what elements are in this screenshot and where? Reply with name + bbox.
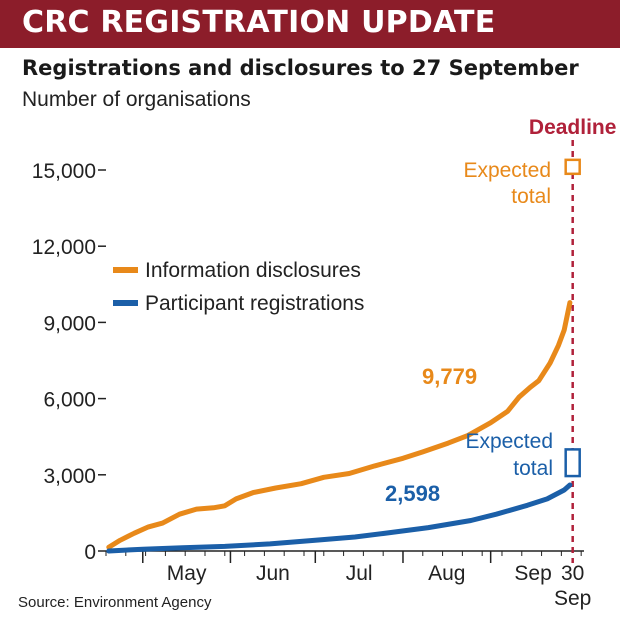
deadline-tick-label: Sep: [554, 587, 591, 610]
deadline-label: Deadline: [529, 116, 617, 139]
registrations-expected-total-marker: [564, 448, 581, 478]
source-note: Source: Environment Agency: [18, 594, 212, 611]
disclosures-expected-label: Expected: [463, 159, 551, 182]
participant-registrations-line: [106, 482, 573, 554]
legend-label: Information disclosures: [145, 259, 361, 282]
x-tick-label: Jun: [256, 562, 290, 585]
disclosures-expected-label: total: [511, 185, 551, 208]
banner-title: CRC REGISTRATION UPDATE: [22, 5, 496, 40]
x-tick-label: Sep: [514, 562, 551, 585]
legend-label: Participant registrations: [145, 292, 364, 315]
y-tick-label: 6,000: [43, 389, 96, 412]
y-axis-label: Number of organisations: [22, 88, 251, 111]
x-tick-label: Jul: [346, 562, 373, 585]
registrations-expected-label: total: [513, 457, 553, 480]
deadline-tick-label: 30: [561, 562, 584, 585]
y-tick-label: 12,000: [32, 236, 96, 259]
registrations-expected-label: Expected: [465, 430, 553, 453]
disclosures-value-label: 9,779: [422, 364, 477, 389]
chart-title: Registrations and disclosures to 27 Sept…: [22, 56, 579, 80]
header-banner: CRC REGISTRATION UPDATE: [0, 0, 620, 48]
disclosures-expected-total-marker: [564, 158, 581, 176]
information-disclosures-line: [106, 300, 573, 550]
y-tick-label: 15,000: [32, 160, 96, 183]
x-tick-label: May: [167, 562, 207, 585]
registrations-value-label: 2,598: [385, 481, 440, 506]
y-tick-label: 3,000: [43, 465, 96, 488]
y-tick-label: 9,000: [43, 312, 96, 335]
x-tick-label: Aug: [428, 562, 465, 585]
y-tick-label: 0: [84, 541, 96, 564]
